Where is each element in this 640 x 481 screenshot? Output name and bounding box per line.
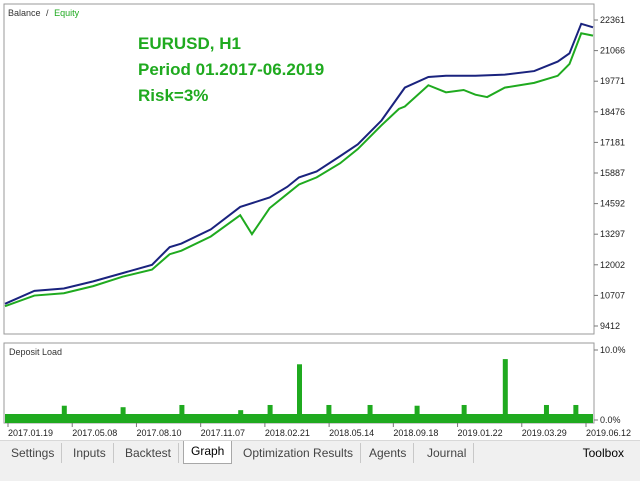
- deposit-load-title: Deposit Load: [9, 347, 62, 357]
- y-tick-label: 22361: [600, 15, 625, 25]
- x-tick-label: 2017.01.19: [8, 428, 53, 438]
- equity-line: [4, 32, 594, 308]
- load-bar: [367, 404, 373, 422]
- y-tick-label: 14592: [600, 199, 625, 209]
- x-tick-label: 2017.05.08: [72, 428, 117, 438]
- x-tick-label: 2019.06.12: [586, 428, 631, 438]
- x-tick-label: 2017.08.10: [136, 428, 181, 438]
- load-bar: [238, 410, 244, 422]
- legend: Balance / Equity: [8, 8, 80, 18]
- tab-journal[interactable]: Journal: [420, 443, 475, 463]
- y-axis-ticks: 22361 21066 19771 18476 17181 15887 14592 13297…: [594, 15, 625, 331]
- y-tick-label: 15887: [600, 168, 625, 178]
- y-tick-label: 17181: [600, 137, 625, 147]
- load-bar: [502, 359, 508, 422]
- x-tick-label: 2019.03.29: [522, 428, 567, 438]
- load-bar: [297, 364, 302, 422]
- load-bar: [179, 404, 185, 422]
- y-tick-label: 19771: [600, 76, 625, 86]
- load-y-tick-label: 10.0%: [600, 345, 626, 355]
- tab-agents[interactable]: Agents: [362, 443, 415, 463]
- load-bar: [267, 404, 273, 422]
- tab-backtest[interactable]: Backtest: [118, 443, 180, 463]
- x-tick-label: 2018.05.14: [329, 428, 374, 438]
- balance-line: [4, 22, 594, 305]
- load-bar: [326, 404, 332, 422]
- x-tick-label: 2018.09.18: [393, 428, 438, 438]
- x-tick-label: 2019.01.22: [458, 428, 503, 438]
- load-y-tick-label: 0.0%: [600, 415, 621, 425]
- x-tick-label: 2018.02.21: [265, 428, 310, 438]
- y-tick-label: 18476: [600, 107, 625, 117]
- annotation-period: Period 01.2017-06.2019: [138, 60, 324, 79]
- tab-inputs[interactable]: Inputs: [66, 443, 114, 463]
- annotation-risk: Risk=3%: [138, 86, 208, 105]
- load-bar: [120, 407, 126, 422]
- y-tick-label: 12002: [600, 260, 625, 270]
- tab-graph[interactable]: Graph: [183, 441, 233, 464]
- legend-separator: /: [46, 8, 49, 18]
- load-bars: [61, 359, 579, 422]
- load-bar: [461, 404, 467, 422]
- y-tick-label: 21066: [600, 46, 625, 56]
- load-bar: [543, 404, 549, 422]
- x-tick-label: 2017.11.07: [201, 428, 245, 438]
- tab-optimization-results[interactable]: Optimization Results: [236, 443, 362, 463]
- y-tick-label: 10707: [600, 290, 625, 300]
- toolbox-title: Toolbox: [582, 446, 624, 460]
- annotation-symbol: EURUSD, H1: [138, 34, 241, 53]
- load-y-axis-ticks: 10.0% 0.0%: [594, 345, 626, 425]
- deposit-load-chart: Deposit Load 10.0% 0.0% 2017.01.19 2017.05…: [3, 342, 631, 438]
- balance-equity-chart: 22361 21066 19771 18476 17181 15887 14592 13297…: [3, 3, 625, 335]
- load-bar: [414, 405, 420, 422]
- x-axis-ticks: 2017.01.19 2017.05.08 2017.08.10 2017.11.07…: [7, 423, 631, 438]
- load-bar: [61, 405, 67, 422]
- y-tick-label: 9412: [600, 321, 620, 331]
- plot-area: [3, 3, 595, 335]
- tester-tab-bar: Settings Inputs Backtest Graph Optimization …: [0, 440, 640, 481]
- tab-settings[interactable]: Settings: [4, 443, 63, 463]
- legend-balance: Balance: [8, 8, 41, 18]
- legend-equity: Equity: [54, 8, 80, 18]
- y-tick-label: 13297: [600, 229, 625, 239]
- load-bar: [573, 404, 579, 422]
